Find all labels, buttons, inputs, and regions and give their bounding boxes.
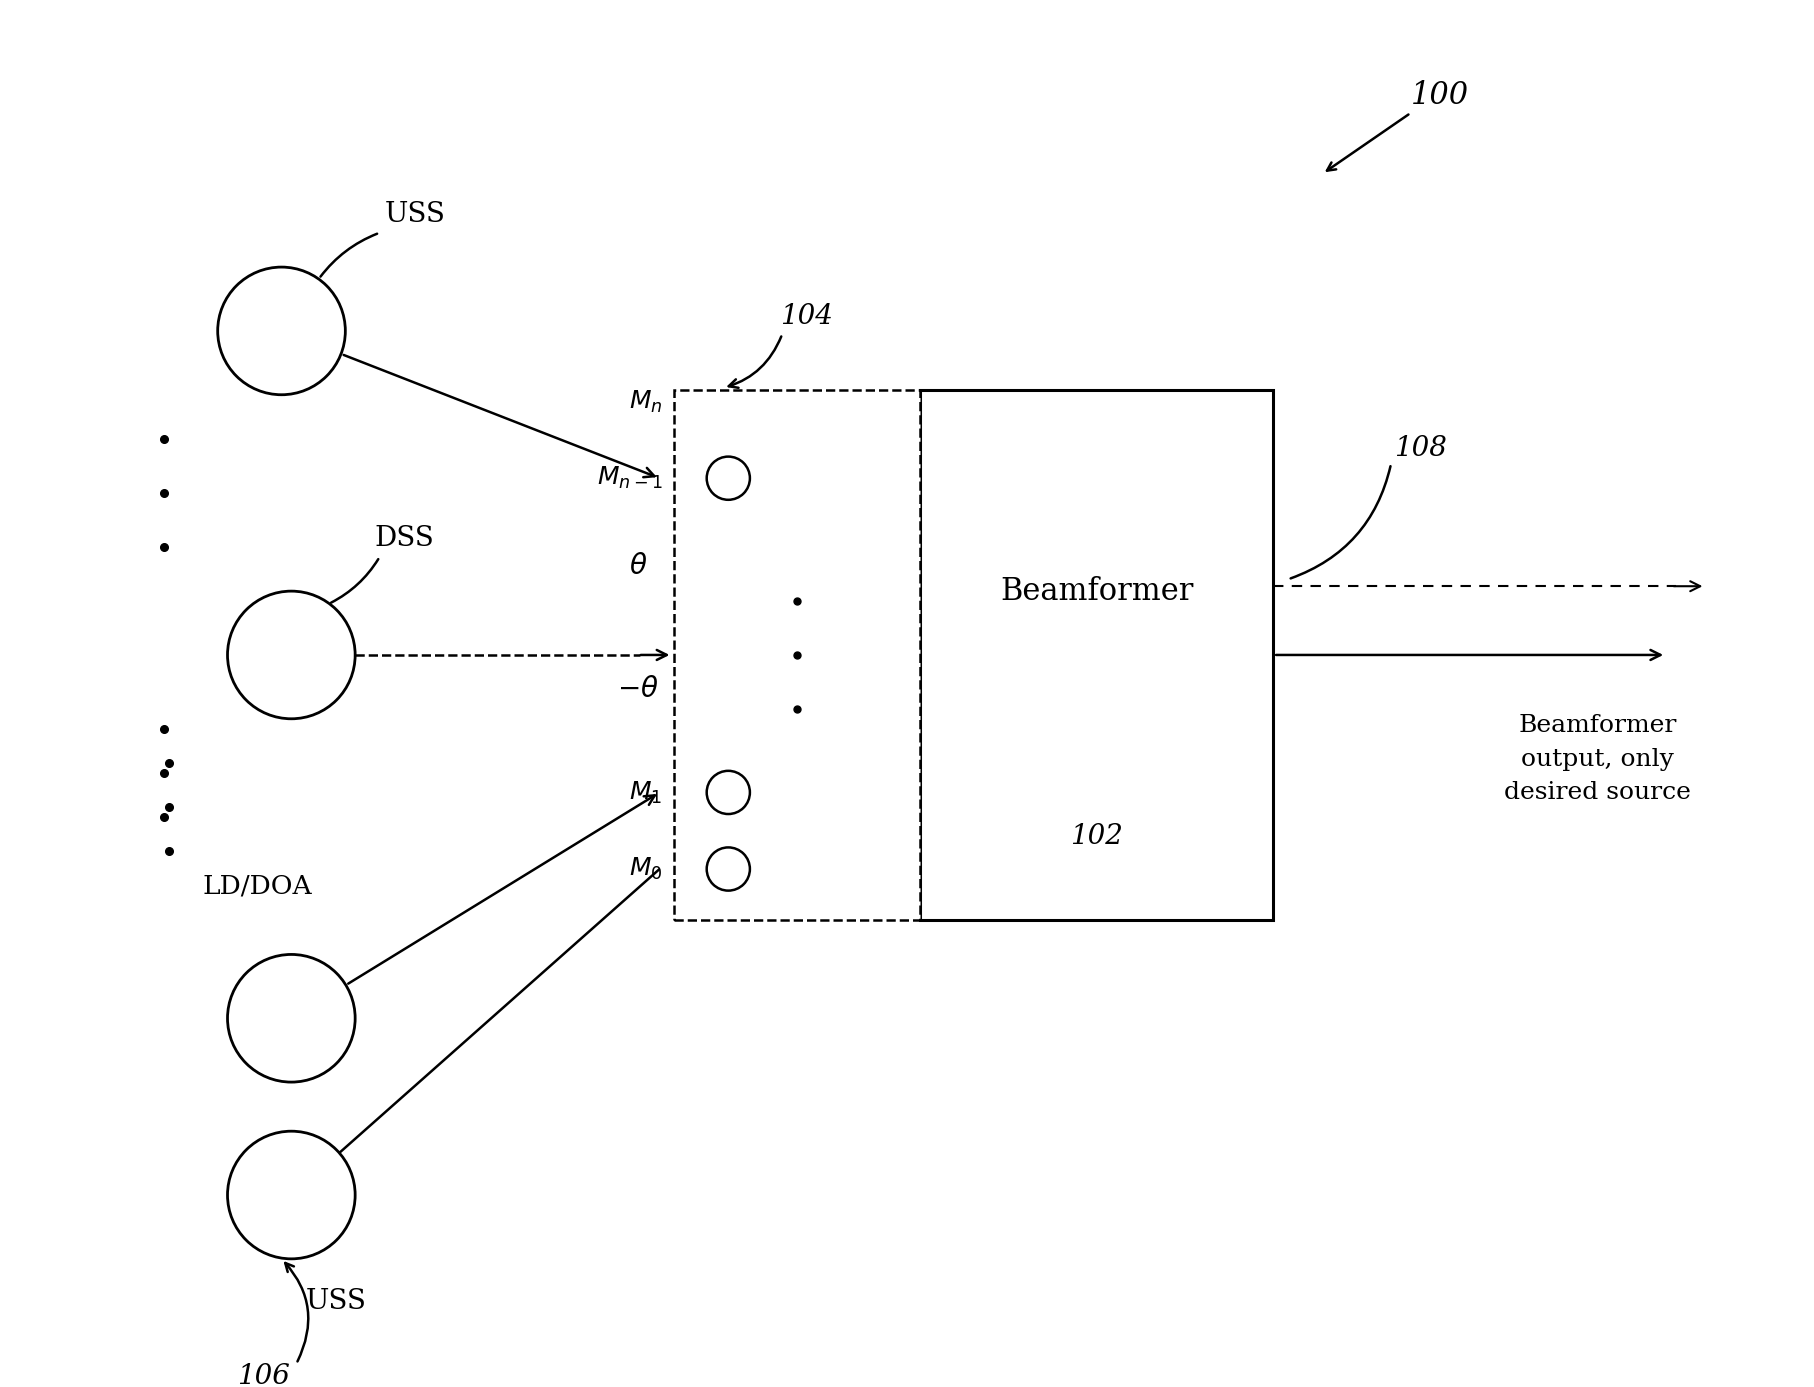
Text: LD/DOA: LD/DOA	[203, 874, 312, 899]
Text: $M_n$: $M_n$	[629, 388, 662, 415]
Text: $\theta$: $\theta$	[628, 553, 648, 580]
Text: USS: USS	[385, 201, 444, 227]
Text: 102: 102	[1070, 822, 1123, 850]
Text: 104: 104	[780, 302, 833, 330]
Text: DSS: DSS	[375, 524, 434, 552]
Text: $M_{n-1}$: $M_{n-1}$	[597, 465, 662, 491]
Bar	[920, 390, 1273, 920]
Text: $-\theta$: $-\theta$	[617, 675, 658, 703]
Text: $M_0$: $M_0$	[629, 856, 662, 882]
Text: USS: USS	[307, 1289, 366, 1315]
Text: 108: 108	[1393, 436, 1446, 462]
Text: 106: 106	[238, 1363, 290, 1387]
Text: $M_1$: $M_1$	[629, 779, 662, 806]
Text: 100: 100	[1409, 79, 1469, 111]
Bar	[675, 390, 920, 920]
Text: Beamformer
output, only
desired source: Beamformer output, only desired source	[1504, 714, 1691, 804]
Text: Beamformer: Beamformer	[1000, 576, 1192, 608]
